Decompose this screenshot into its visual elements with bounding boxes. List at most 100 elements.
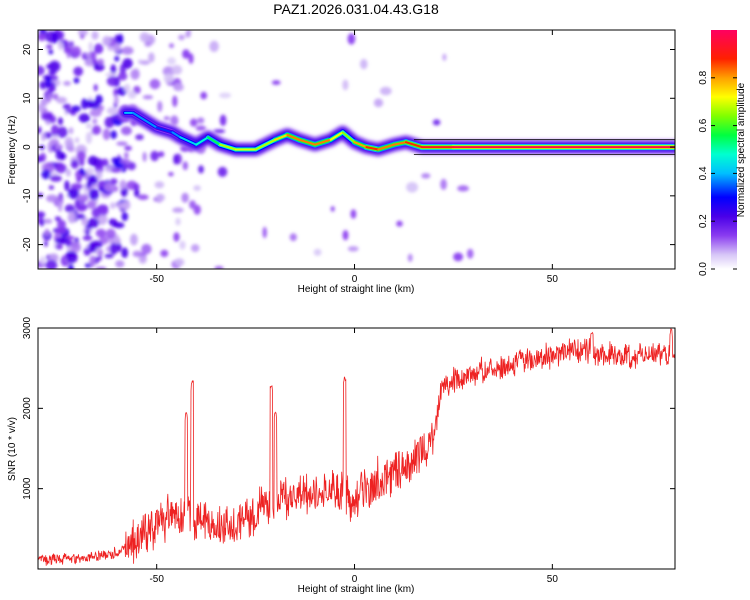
noise-blob xyxy=(421,173,431,179)
noise-blob xyxy=(39,219,45,227)
noise-blob xyxy=(101,158,109,167)
noise-blob xyxy=(85,167,95,175)
noise-blob xyxy=(313,248,322,256)
noise-blob xyxy=(78,30,88,37)
noise-blob xyxy=(193,204,201,215)
noise-blob xyxy=(149,78,161,90)
noise-blob xyxy=(200,91,208,100)
noise-blob xyxy=(163,73,175,84)
noise-blob xyxy=(457,185,469,192)
noise-blob xyxy=(39,81,48,90)
noise-blob xyxy=(64,180,70,192)
noise-blob xyxy=(190,244,200,253)
snr-y-axis-label: SNR (10 * v/v) xyxy=(7,417,18,481)
noise-blob xyxy=(185,31,191,38)
noise-blob xyxy=(66,252,78,264)
noise-blob xyxy=(466,248,474,259)
noise-blob xyxy=(122,58,133,69)
noise-blob xyxy=(81,98,88,110)
noise-blob xyxy=(91,125,102,135)
noise-blob xyxy=(99,204,109,216)
noise-blob xyxy=(181,192,189,203)
noise-blob xyxy=(42,218,53,224)
noise-blob xyxy=(342,79,349,91)
noise-blob xyxy=(63,46,72,54)
noise-blob xyxy=(158,151,165,158)
noise-blob xyxy=(97,248,104,257)
noise-blob xyxy=(135,134,144,141)
spectrogram-y-tick-label: 20 xyxy=(22,44,33,56)
noise-blob xyxy=(121,212,129,222)
noise-blob xyxy=(102,35,111,47)
noise-blob xyxy=(271,80,281,85)
noise-blob xyxy=(113,222,125,229)
spectrogram-ridge xyxy=(118,105,675,157)
noise-blob xyxy=(133,183,140,191)
colorbar-scale xyxy=(711,30,737,269)
noise-blob xyxy=(45,76,51,88)
noise-blob xyxy=(41,112,53,121)
noise-blob xyxy=(175,217,181,226)
ridge-segment xyxy=(314,138,332,146)
noise-blob xyxy=(73,66,84,77)
noise-blob xyxy=(78,168,85,175)
snr-series-line xyxy=(38,328,675,566)
noise-blob xyxy=(38,211,46,218)
noise-blob xyxy=(51,31,59,44)
noise-blob xyxy=(134,188,140,198)
ridge-segment xyxy=(254,138,277,151)
noise-blob xyxy=(38,155,44,163)
ridge-segment xyxy=(298,138,316,146)
noise-blob xyxy=(46,194,58,203)
ridge-segment xyxy=(155,126,174,134)
noise-blob xyxy=(41,169,51,180)
noise-blob xyxy=(168,172,174,177)
noise-blob xyxy=(104,253,114,259)
noise-blob xyxy=(76,213,86,220)
noise-blob xyxy=(95,170,103,180)
spectrogram-x-tick-label: 0 xyxy=(352,274,358,285)
colorbar-tick-label: 0.2 xyxy=(698,214,709,228)
noise-blob xyxy=(360,58,368,70)
snr-frame xyxy=(37,327,676,570)
snr-y-tick-label: 1000 xyxy=(22,477,33,500)
noise-blob xyxy=(82,235,93,241)
colorbar-tick-label: 0.4 xyxy=(698,166,709,180)
noise-blob xyxy=(87,200,97,210)
ridge-segment xyxy=(171,131,182,139)
noise-blob xyxy=(453,252,464,262)
noise-blob xyxy=(197,117,205,124)
noise-blob xyxy=(214,266,224,269)
colorbar-tick-label: 0.0 xyxy=(698,262,709,276)
noise-blob xyxy=(173,154,179,165)
ridge-segment xyxy=(353,141,368,149)
snr-x-axis-label: Height of straight line (km) xyxy=(298,584,415,595)
noise-blob xyxy=(67,211,77,224)
noise-blob xyxy=(110,114,122,119)
noise-blob xyxy=(219,114,227,127)
noise-blob xyxy=(105,72,117,77)
noise-blob xyxy=(88,175,98,185)
noise-blob xyxy=(50,175,62,182)
noise-blob xyxy=(70,241,82,253)
noise-blob xyxy=(76,176,82,183)
noise-blob xyxy=(150,150,159,162)
noise-blob xyxy=(289,233,297,242)
noise-blob xyxy=(67,146,75,153)
noise-blob xyxy=(73,77,80,84)
noise-blob xyxy=(121,168,126,173)
noise-blob xyxy=(119,179,127,190)
noise-blob xyxy=(56,96,67,104)
noise-blob xyxy=(68,127,74,135)
snr-x-tick-label: -50 xyxy=(149,574,164,585)
snr-plot-area xyxy=(38,328,675,569)
noise-blob xyxy=(116,141,128,146)
noise-blob xyxy=(71,105,81,112)
noise-blob xyxy=(108,237,120,245)
noise-blob xyxy=(48,49,54,55)
noise-blob xyxy=(173,232,180,242)
noise-blob xyxy=(40,97,48,107)
noise-blob xyxy=(38,65,45,76)
noise-blob xyxy=(156,193,166,202)
noise-blob xyxy=(142,151,147,162)
